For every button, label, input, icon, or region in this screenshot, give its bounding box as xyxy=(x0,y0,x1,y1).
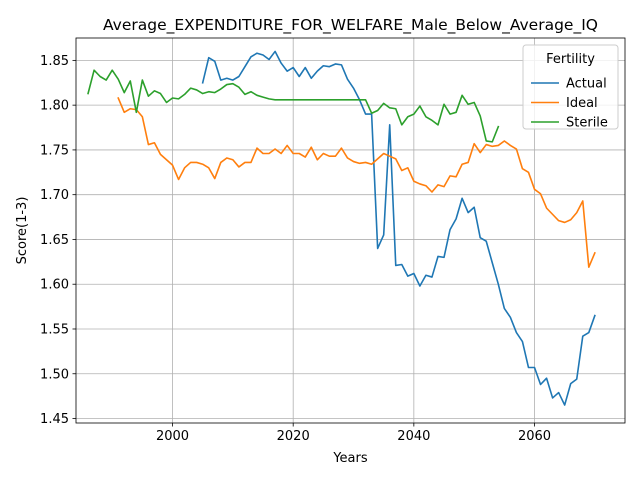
y-tick-label: 1.55 xyxy=(40,322,69,337)
y-axis-label: Score(1-3) xyxy=(15,197,30,265)
legend-title: Fertility xyxy=(546,52,595,67)
x-axis-label: Years xyxy=(332,451,368,466)
legend-label-ideal: Ideal xyxy=(566,96,598,111)
x-tick-label: 2000 xyxy=(156,429,189,444)
x-tick-label: 2040 xyxy=(397,429,430,444)
y-tick-label: 1.65 xyxy=(40,233,69,248)
y-tick-label: 1.80 xyxy=(40,99,69,114)
y-tick-label: 1.75 xyxy=(40,143,69,158)
y-tick-label: 1.60 xyxy=(40,278,69,293)
legend-label-sterile: Sterile xyxy=(566,116,608,131)
legend-label-actual: Actual xyxy=(566,77,607,92)
series-line-sterile xyxy=(87,69,500,143)
y-tick-label: 1.50 xyxy=(40,367,69,382)
series-lines xyxy=(87,50,596,406)
legend-box xyxy=(522,44,619,130)
grid xyxy=(76,38,625,423)
legend: Fertility Actual Ideal Sterile xyxy=(522,44,619,131)
chart-title: Average_EXPENDITURE_FOR_WELFARE_Male_Bel… xyxy=(103,16,598,35)
y-tick-label: 1.45 xyxy=(40,412,69,427)
series-line-ideal xyxy=(117,96,596,269)
axis-ticks: 2000 2020 2040 2060 1.45 1.50 1.55 1.60 1.65 1.70… xyxy=(40,54,551,444)
x-tick-label: 2060 xyxy=(518,429,551,444)
legend-items: Actual Ideal Sterile xyxy=(531,77,608,131)
y-tick-label: 1.85 xyxy=(40,54,69,69)
plot-frame xyxy=(75,37,626,424)
y-tick-label: 1.70 xyxy=(40,188,69,203)
x-tick-label: 2020 xyxy=(277,429,310,444)
series-line-actual xyxy=(201,50,596,406)
